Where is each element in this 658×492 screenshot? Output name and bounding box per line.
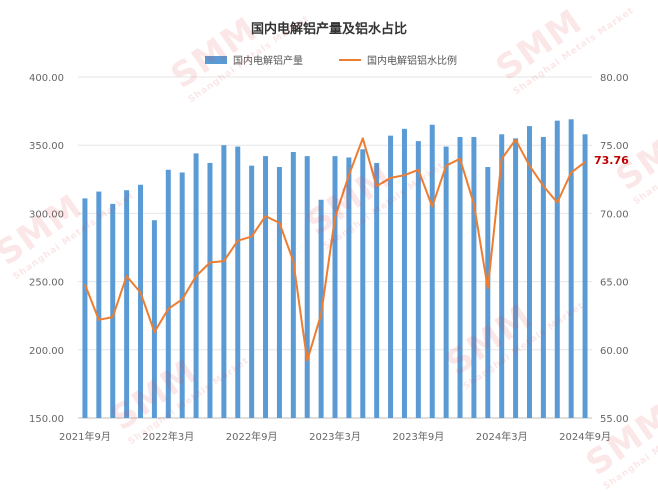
chart-plot: 400.00 350.00 300.00 250.00 200.00 150.00 80.0… <box>0 0 658 462</box>
bar <box>124 190 129 418</box>
bar <box>360 149 365 418</box>
y-left-tick-label: 300.00 <box>29 209 64 220</box>
y-right-tick-label: 75.00 <box>600 141 629 152</box>
bar <box>305 156 310 418</box>
y-left-tick-label: 350.00 <box>29 141 64 152</box>
bar <box>346 157 351 418</box>
last-value-label: 73.76 <box>594 154 629 167</box>
y-right-tick-label: 55.00 <box>600 414 629 425</box>
y-right-tick-label: 65.00 <box>600 278 629 289</box>
bar <box>96 192 101 418</box>
bar <box>444 147 449 418</box>
y-left-tick-label: 200.00 <box>29 346 64 357</box>
bar <box>333 156 338 418</box>
y-right-tick-label: 80.00 <box>600 73 629 84</box>
bar <box>569 119 574 418</box>
bar <box>402 129 407 418</box>
bar <box>166 170 171 418</box>
bar <box>207 163 212 418</box>
bar <box>416 141 421 418</box>
bar <box>555 121 560 418</box>
y-right-tick-label: 70.00 <box>600 209 629 220</box>
x-tick-label: 2022年9月 <box>226 430 278 443</box>
y-right-tick-label: 60.00 <box>600 346 629 357</box>
bar <box>374 163 379 418</box>
bar <box>513 138 518 418</box>
bar <box>277 167 282 418</box>
bar <box>541 137 546 418</box>
bar <box>471 137 476 418</box>
bar <box>82 198 87 418</box>
x-tick-label: 2024年3月 <box>476 430 528 443</box>
y-left-tick-label: 400.00 <box>29 73 64 84</box>
bar <box>430 125 435 418</box>
bar <box>249 166 254 418</box>
bar <box>194 153 199 418</box>
x-tick-label: 2022年3月 <box>142 430 194 443</box>
bar <box>291 152 296 418</box>
bar <box>458 137 463 418</box>
x-tick-label: 2023年3月 <box>309 430 361 443</box>
x-tick-label: 2021年9月 <box>59 430 111 443</box>
bar <box>263 156 268 418</box>
bar <box>583 134 588 418</box>
bar <box>152 220 157 418</box>
bar <box>235 147 240 418</box>
y-left-tick-label: 250.00 <box>29 278 64 289</box>
bar <box>221 145 226 418</box>
bar <box>485 167 490 418</box>
bar <box>138 185 143 418</box>
y-left-tick-label: 150.00 <box>29 414 64 425</box>
x-tick-label: 2023年9月 <box>392 430 444 443</box>
x-tick-label: 2024年9月 <box>559 430 611 443</box>
